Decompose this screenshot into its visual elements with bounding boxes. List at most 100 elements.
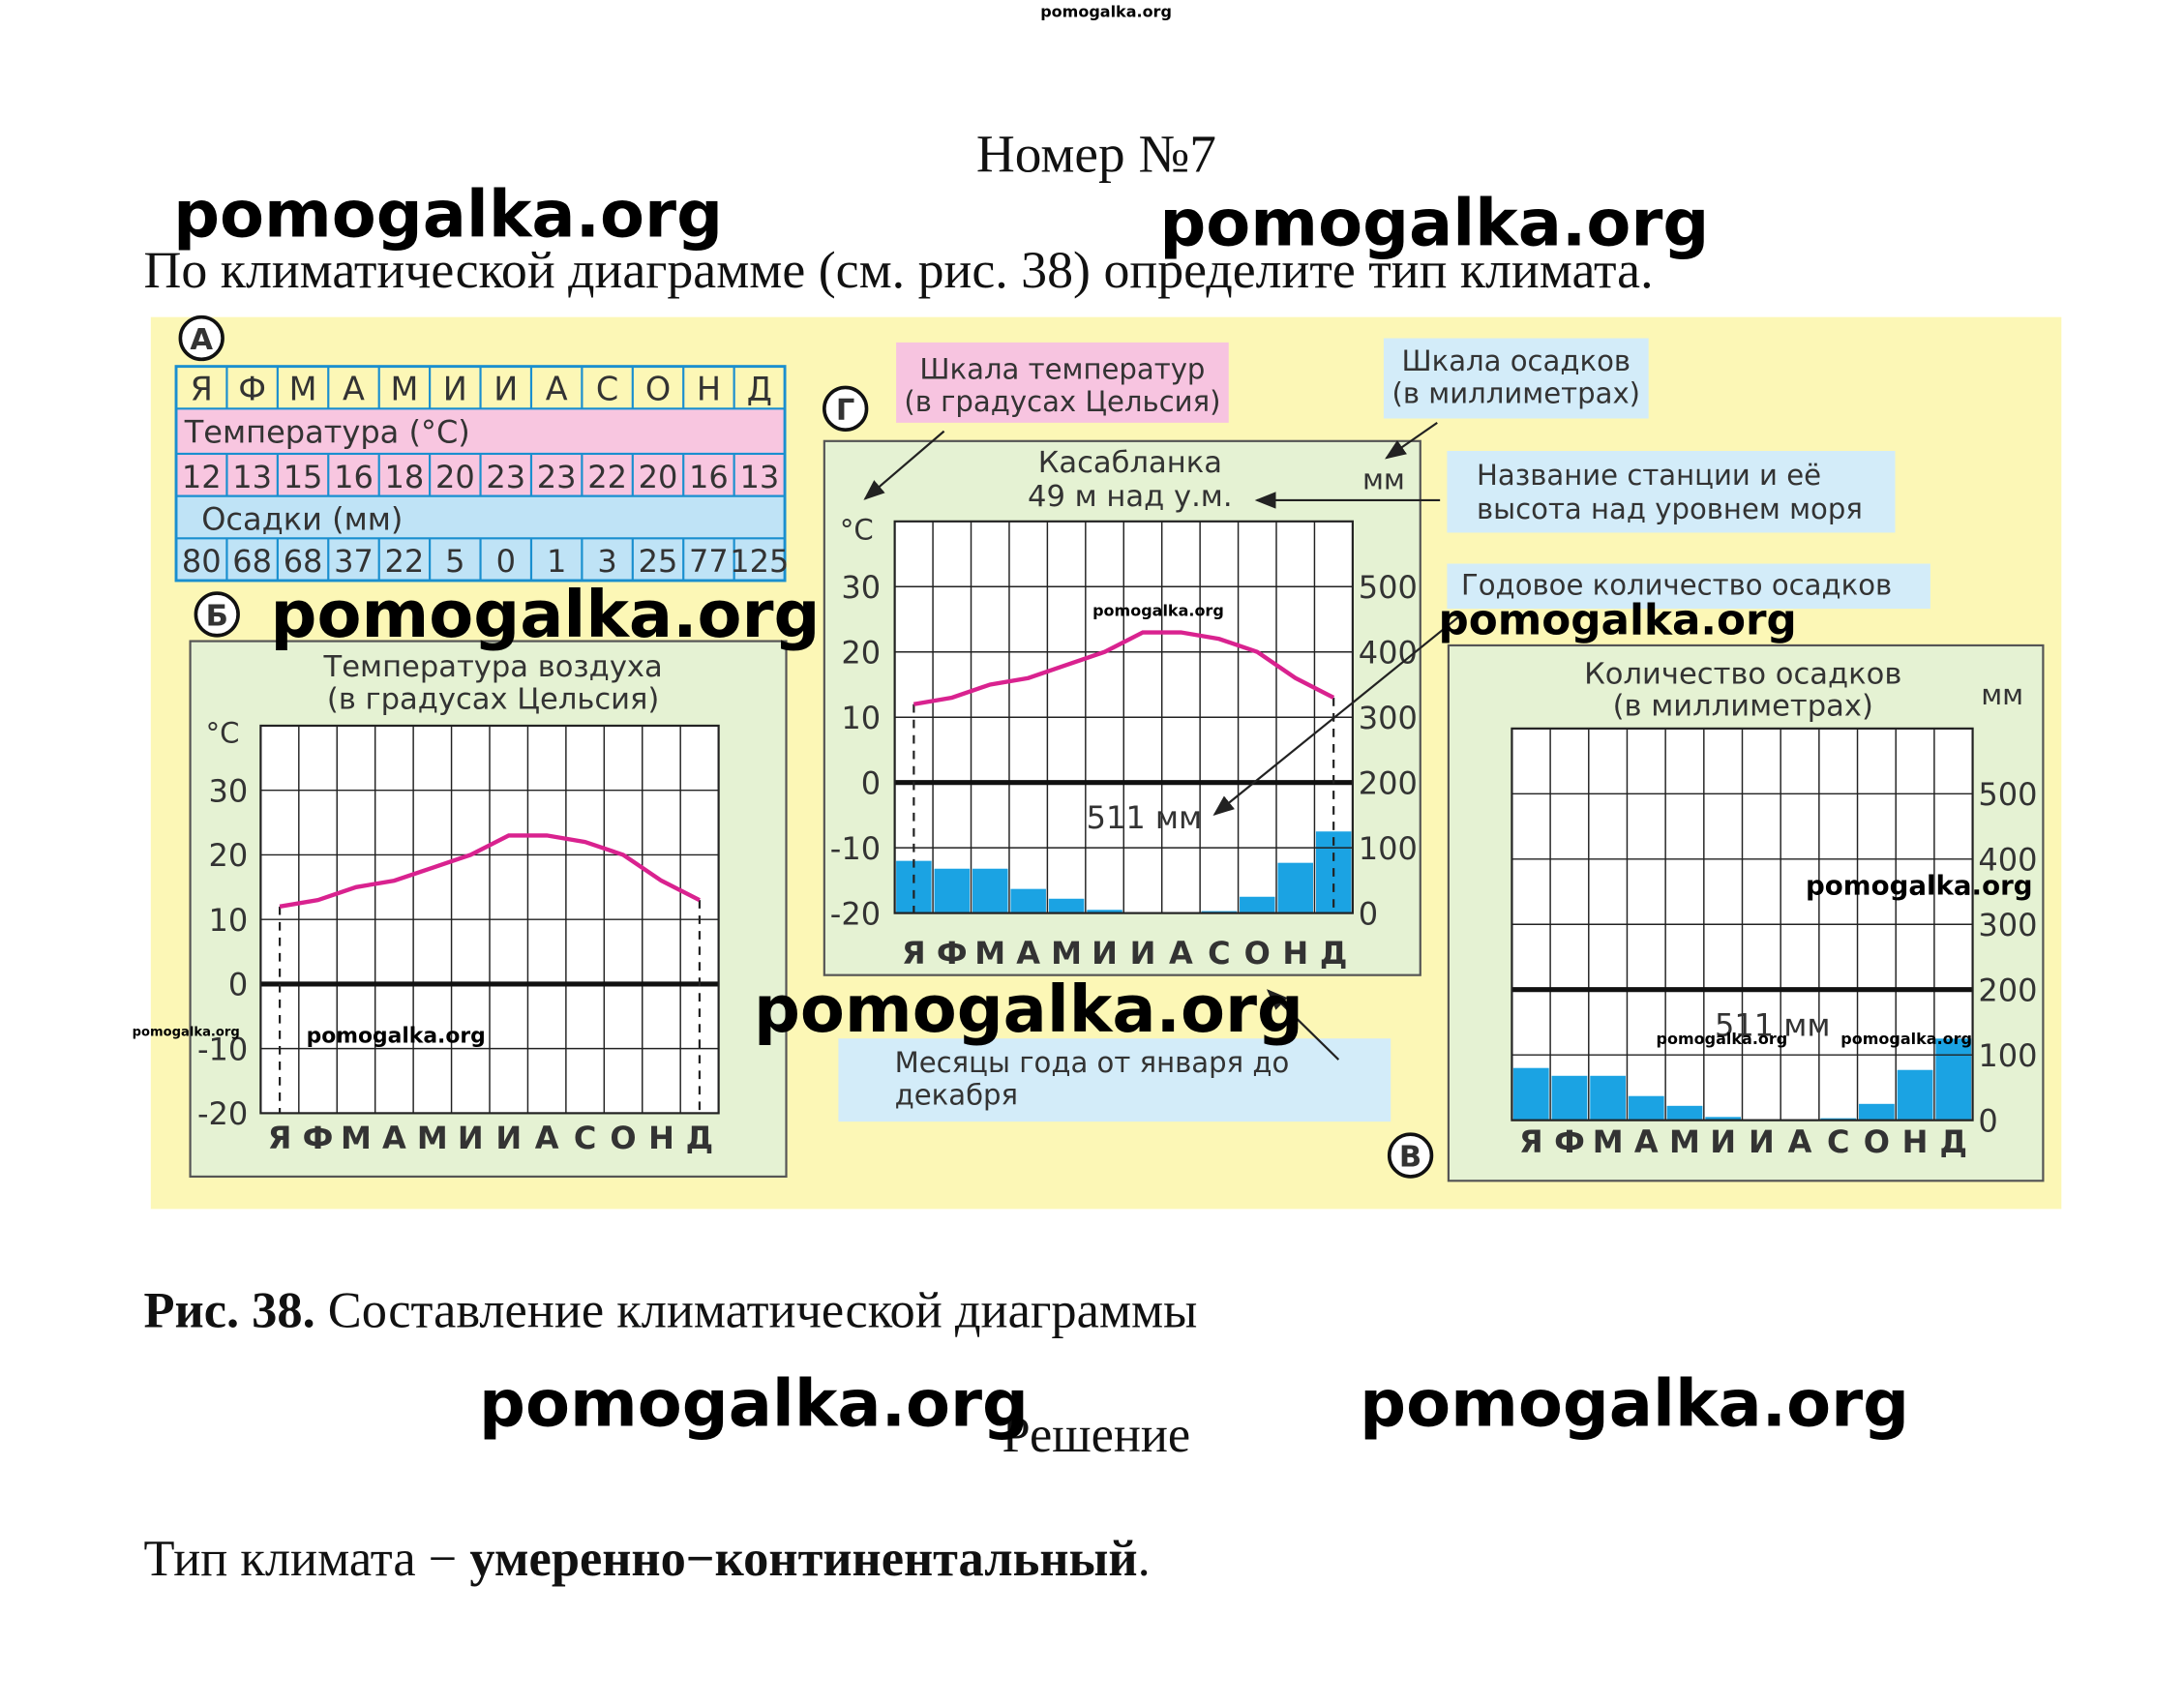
table-cell: 5 <box>445 543 464 580</box>
callout: Название станции и её <box>1477 459 1821 492</box>
y-unit: °С <box>206 716 240 749</box>
x-tick-label: Я <box>1519 1123 1543 1160</box>
temperature-line <box>279 833 701 909</box>
y-tick-label: 200 <box>1978 972 2037 1008</box>
bar <box>1010 888 1046 913</box>
y2-tick-label: 0 <box>1359 895 1378 932</box>
x-tick-label: М <box>417 1120 448 1156</box>
table-cell: 68 <box>284 543 323 580</box>
table-cell: 20 <box>435 459 475 495</box>
callout-box <box>838 1038 1391 1122</box>
y-tick-label: 100 <box>1978 1037 2037 1074</box>
y-tick-label: 500 <box>1978 776 2037 813</box>
callout: Годовое количество осадков <box>1461 569 1892 602</box>
y2-tick-label: 100 <box>1359 830 1418 867</box>
x-tick-label: С <box>1827 1123 1850 1160</box>
callout: декабря <box>895 1079 1018 1112</box>
table-cell: 77 <box>689 543 729 580</box>
y-tick-label: 20 <box>209 837 249 874</box>
y-tick-label: -20 <box>830 895 881 932</box>
arrows <box>863 421 1459 1061</box>
y-unit: °С <box>840 514 874 547</box>
x-tick-label: Ф <box>303 1120 334 1156</box>
callout: Месяцы года от января до <box>895 1046 1290 1079</box>
chart-title: Температура воздуха <box>323 650 663 684</box>
bar <box>1628 1095 1664 1121</box>
y-tick-label: 300 <box>1978 907 2037 943</box>
table-header: А <box>343 371 365 408</box>
heading: Номер №7 <box>976 125 1216 184</box>
x-tick-label: Ф <box>1554 1123 1585 1160</box>
table-cell: 15 <box>284 459 323 495</box>
table-cell: 22 <box>385 543 425 580</box>
table-cell: 68 <box>232 543 272 580</box>
watermark: pomogalka.org <box>307 1025 486 1049</box>
y-unit: мм <box>1981 678 2023 711</box>
x-tick-label: И <box>1710 1123 1736 1160</box>
x-tick-label: М <box>974 935 1005 972</box>
watermark: pomogalka.org <box>479 1366 1029 1442</box>
bar <box>1551 1075 1588 1121</box>
x-tick-label: О <box>1864 1123 1890 1160</box>
watermark: pomogalka.org <box>1040 3 1172 21</box>
table-header: Ф <box>238 371 266 408</box>
table-header: И <box>443 371 467 408</box>
watermark: pomogalka.org <box>1159 185 1709 260</box>
callout: (в миллиметрах) <box>1392 376 1641 409</box>
panel-label-circle <box>178 314 224 362</box>
x-tick-label: Д <box>1320 935 1348 972</box>
watermark: pomogalka.org <box>754 972 1303 1047</box>
x-tick-label: С <box>574 1120 597 1156</box>
watermark: pomogalka.org <box>133 1025 240 1039</box>
watermark: pomogalka.org <box>173 177 723 253</box>
station: 49 м над у.м. <box>1028 480 1233 514</box>
chart-title: (в миллиметрах) <box>1613 690 1873 724</box>
table-cell: 20 <box>639 459 678 495</box>
x-tick-label: Н <box>648 1120 674 1156</box>
table-cell: 23 <box>486 459 525 495</box>
x-tick-label: И <box>1130 935 1156 972</box>
callout-box <box>1447 451 1896 533</box>
answer: Тип климата − умеренно−континентальный. <box>144 1531 1151 1587</box>
x-tick-label: С <box>1208 935 1231 972</box>
watermark: pomogalka.org <box>1438 595 1796 644</box>
watermark: pomogalka.org <box>1092 601 1224 619</box>
table-header: С <box>596 371 618 408</box>
y-tick-label: 30 <box>209 772 249 809</box>
y-tick-label: 10 <box>841 700 881 736</box>
panel-label: Г <box>836 394 854 428</box>
bar <box>1590 1075 1627 1121</box>
bar <box>896 860 932 913</box>
watermark: pomogalka.org <box>1840 1030 1972 1048</box>
x-tick-label: Ф <box>937 935 968 972</box>
callout-box <box>1383 338 1649 419</box>
y-tick-label: -10 <box>197 1031 248 1067</box>
plot-border <box>259 724 720 1115</box>
x-tick-label: А <box>382 1120 406 1156</box>
y-tick-label: 0 <box>861 764 881 801</box>
x-tick-label: Д <box>1939 1123 1967 1160</box>
x-tick-label: Н <box>1902 1123 1929 1160</box>
watermark: pomogalka.org <box>1360 1366 1909 1442</box>
bar <box>1935 1038 1972 1121</box>
x-tick-label: О <box>1244 935 1271 972</box>
x-tick-label: И <box>495 1120 522 1156</box>
callouts: Шкала температур (в градусах Цельсия) Шк… <box>838 338 1930 1122</box>
panel-label-circle <box>1387 1132 1434 1179</box>
table-cell: 12 <box>182 459 222 495</box>
station: Касабланка <box>1038 446 1222 480</box>
y2-tick-label: 200 <box>1359 764 1418 801</box>
bar <box>1666 1105 1703 1121</box>
table-cell: 16 <box>689 459 729 495</box>
bar <box>972 868 1008 913</box>
x-tick-label: И <box>458 1120 484 1156</box>
table-header: Н <box>697 371 721 408</box>
x-tick-label: Д <box>686 1120 714 1156</box>
bar <box>1705 1117 1742 1121</box>
table-cell: 13 <box>232 459 272 495</box>
arrow <box>863 430 945 500</box>
panel-label: Б <box>206 600 228 634</box>
callout: (в градусах Цельсия) <box>904 385 1220 418</box>
temperature-line <box>912 630 1335 706</box>
